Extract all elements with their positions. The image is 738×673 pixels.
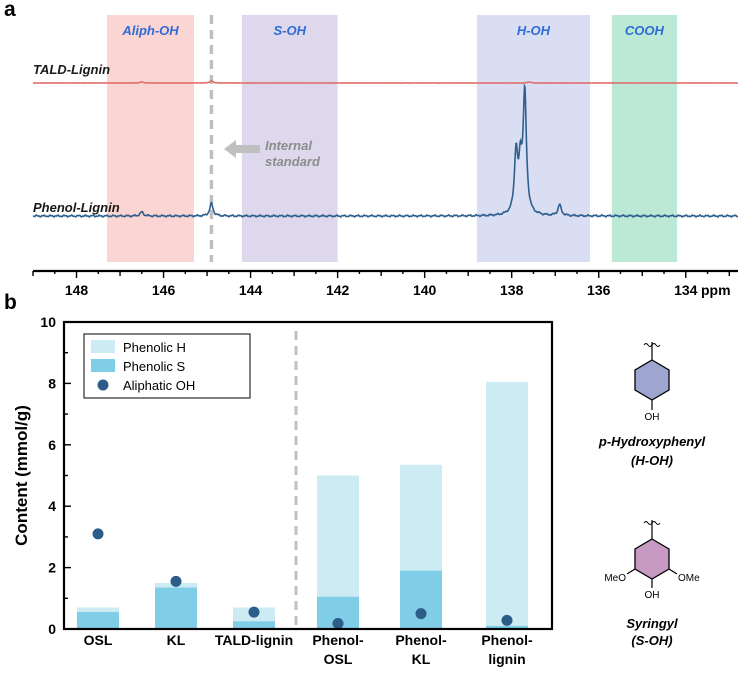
region-band-2 (476, 15, 591, 262)
category-label-0-0: OSL (84, 632, 113, 648)
struct-abbr-s: (S-OH) (631, 633, 672, 648)
bar-phenolic-s-1 (155, 587, 197, 629)
bar-phenolic-s-5 (486, 625, 528, 629)
legend-swatch-2 (97, 379, 109, 391)
legend-label-0: Phenolic H (123, 340, 186, 355)
region-band-1 (241, 15, 338, 262)
y-tick-label-3: 6 (48, 437, 56, 453)
panel-b-letter: b (4, 291, 17, 314)
ppm-tick-label-5: 138 (500, 282, 524, 298)
internal-standard-label-1: Internal (265, 138, 312, 153)
y-tick-label-4: 8 (48, 375, 56, 391)
bar-phenolic-h-5 (486, 381, 528, 629)
bar-phenolic-s-2 (233, 621, 275, 629)
point-aliphatic-oh-4 (415, 608, 427, 620)
left-arrow-icon (224, 140, 260, 158)
legend-label-2: Aliphatic OH (123, 378, 195, 393)
bar-phenolic-s-0 (77, 612, 119, 629)
legend: Phenolic H Phenolic S Aliphatic OH (83, 333, 251, 399)
legend-swatch-1 (91, 359, 115, 372)
nmr-traces (32, 79, 738, 218)
s-meo-atom: MeO (604, 573, 626, 584)
trace-0 (32, 79, 738, 84)
point-aliphatic-oh-1 (170, 575, 182, 587)
region-label-3: COOH (625, 23, 665, 38)
point-aliphatic-oh-5 (501, 614, 513, 626)
point-aliphatic-oh-0 (92, 528, 104, 540)
region-band-0 (106, 15, 195, 262)
category-label-2-0: TALD-lignin (215, 632, 293, 648)
y-tick-label-5: 10 (40, 314, 56, 330)
category-label-4-1: KL (412, 651, 431, 667)
ppm-axis: 148 146 144 142 140 138 136 134 ppm (32, 269, 738, 298)
bar-phenolic-s-4 (400, 570, 442, 629)
benzene-ring-s (634, 538, 670, 580)
structure-p-hydroxyphenyl: OH p-Hydroxyphenyl (H-OH) (598, 342, 706, 468)
y-axis-title: Content (mmol/g) (12, 405, 31, 546)
struct-name-h: p-Hydroxyphenyl (598, 434, 706, 449)
legend-swatch-0 (91, 340, 115, 353)
y-tick-label-2: 4 (48, 498, 56, 514)
category-label-4-0: Phenol- (395, 632, 447, 648)
region-label-2: H-OH (517, 23, 551, 38)
ppm-tick-label-3: 142 (326, 282, 350, 298)
category-label-3-0: Phenol- (312, 632, 364, 648)
ppm-tick-label-6: 136 (587, 282, 611, 298)
internal-standard-annotation: Internal standard (224, 138, 321, 169)
benzene-ring-h (634, 359, 670, 401)
legend-label-1: Phenolic S (123, 359, 185, 374)
y-tick-label-1: 2 (48, 560, 56, 576)
category-label-1-0: KL (167, 632, 186, 648)
ppm-tick-label-7: 134 (674, 282, 698, 298)
category-label-5-1: lignin (488, 651, 525, 667)
struct-abbr-h: (H-OH) (631, 453, 673, 468)
region-label-0: Aliph-OH (121, 23, 179, 38)
point-aliphatic-oh-2 (248, 606, 260, 618)
trace-1 (32, 83, 738, 218)
struct-name-s: Syringyl (626, 616, 678, 631)
trace-label-tald: TALD-Lignin (33, 62, 110, 77)
region-label-1: S-OH (274, 23, 307, 38)
ppm-tick-label-4: 140 (413, 282, 437, 298)
ppm-tick-label-2: 144 (239, 282, 263, 298)
s-ome-atom: OMe (678, 573, 700, 584)
point-aliphatic-oh-3 (332, 617, 344, 629)
category-label-3-1: OSL (324, 651, 353, 667)
category-label-5-0: Phenol- (481, 632, 533, 648)
ppm-unit-label: ppm (701, 282, 731, 298)
region-bands: Aliph-OH S-OH H-OH COOH (106, 15, 678, 262)
ppm-tick-label-0: 148 (65, 282, 89, 298)
trace-label-phenol: Phenol-Lignin (33, 200, 120, 215)
structure-syringyl: MeO OMe OH Syringyl (S-OH) (604, 520, 700, 648)
panel-a-letter: a (4, 0, 16, 21)
region-band-3 (611, 15, 678, 262)
y-tick-label-0: 0 (48, 621, 56, 637)
bar-chart: OSL KL TALD-lignin Phenol- OSL Phenol- KL Pheno… (12, 314, 554, 667)
h-oh-atom: OH (645, 412, 660, 423)
internal-standard-label-2: standard (265, 154, 321, 169)
s-oh-atom: OH (645, 590, 660, 601)
ppm-tick-label-1: 146 (152, 282, 176, 298)
